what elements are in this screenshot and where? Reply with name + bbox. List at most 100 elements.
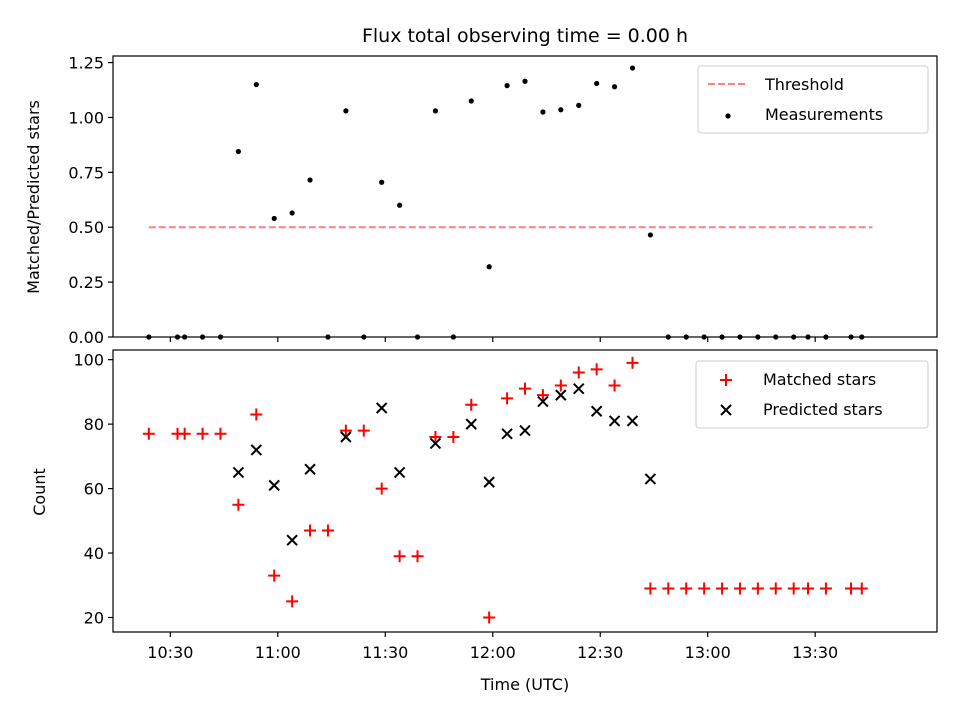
- top-legend-box: [697, 65, 929, 134]
- predicted-stars-point: [286, 534, 298, 546]
- matched-stars-point: [733, 582, 746, 595]
- predicted-stars-point: [465, 418, 477, 430]
- bottom-x-tick-label: 12:30: [577, 643, 623, 662]
- measurements-point: [235, 148, 241, 155]
- bottom-y-tick-label: 40: [84, 544, 104, 563]
- bottom-legend-box: [695, 360, 929, 429]
- matched-stars-point: [304, 524, 317, 537]
- bottom-x-tick-label: 11:30: [362, 643, 408, 662]
- matched-stars-point: [751, 582, 764, 595]
- bottom-x-tick-label: 13:00: [685, 643, 731, 662]
- measurements-point: [432, 108, 439, 114]
- bottom-x-tick-label: 10:30: [147, 643, 193, 662]
- legend-label-measurements: Measurements: [765, 105, 883, 124]
- measurements-point: [307, 177, 313, 183]
- legend-matched-swatch: [720, 374, 732, 386]
- top-panel: 0.00 0.25 0.50 0.75 1.00 1.25 Matched/Predict…: [24, 54, 938, 347]
- top-y-tick-label: 1.25: [68, 54, 104, 73]
- matched-stars-point: [662, 582, 675, 595]
- bottom-y-tick-label: 20: [84, 608, 104, 627]
- matched-stars-point: [572, 366, 585, 379]
- legend-label-threshold: Threshold: [764, 75, 844, 94]
- bottom-panel-axes: 20 40 60 80 100 10:30 11:00 11:30 12:00 12:30 13:0…: [73, 351, 838, 662]
- bottom-y-axis-label: Count: [30, 468, 49, 516]
- measurements-point: [576, 102, 582, 108]
- matched-stars-point: [519, 382, 531, 395]
- predicted-stars-point: [340, 431, 352, 443]
- predicted-stars-point: [608, 415, 621, 427]
- x-axis-label: Time (UTC): [480, 675, 569, 694]
- bottom-x-tick-label: 13:30: [792, 643, 838, 662]
- top-y-tick-label: 0.50: [68, 218, 104, 237]
- bottom-x-tick-label: 12:00: [470, 643, 516, 662]
- matched-stars-point: [644, 582, 657, 595]
- measurements-point: [594, 80, 600, 87]
- legend-predicted-swatch: [720, 404, 732, 416]
- matched-stars-point: [393, 550, 406, 563]
- matched-stars-point: [590, 363, 603, 376]
- matched-stars-point: [855, 582, 868, 595]
- top-panel-marks: [146, 65, 873, 340]
- top-panel-axes: 0.00 0.25 0.50 0.75 1.00 1.25: [68, 54, 816, 347]
- bottom-y-tick-label: 100: [73, 351, 104, 370]
- measurements-point: [504, 83, 510, 89]
- matched-stars-point: [250, 408, 263, 421]
- measurements-point: [271, 215, 277, 222]
- top-y-axis-label: Matched/Predicted stars: [24, 100, 43, 294]
- predicted-stars-point: [626, 415, 639, 427]
- measurements-point: [486, 264, 492, 270]
- matched-stars-point: [465, 398, 478, 411]
- measurements-point: [647, 232, 653, 238]
- matched-stars-point: [142, 427, 155, 440]
- predicted-stars-point: [375, 402, 388, 414]
- bottom-panel-frame: [112, 349, 938, 633]
- bottom-x-tick-label: 11:00: [255, 643, 301, 662]
- matched-stars-point: [483, 611, 496, 624]
- predicted-stars-point: [232, 466, 245, 479]
- predicted-stars-point: [429, 437, 442, 450]
- matched-stars-point: [819, 582, 832, 595]
- matched-stars-point: [501, 392, 514, 405]
- predicted-stars-point: [268, 479, 280, 492]
- matched-stars-point: [802, 582, 815, 595]
- matched-stars-point: [554, 379, 567, 392]
- matched-stars-point: [769, 582, 782, 595]
- bottom-panel-marks: [142, 356, 868, 624]
- bottom-y-tick-label: 80: [84, 415, 104, 434]
- matched-stars-point: [716, 582, 729, 595]
- matched-stars-point: [232, 498, 245, 511]
- matched-stars-point: [608, 379, 621, 392]
- measurements-point: [611, 84, 618, 90]
- top-panel-frame: [112, 55, 938, 338]
- measurements-point: [289, 210, 295, 216]
- top-y-tick-label: 1.00: [68, 108, 104, 127]
- measurements-point: [379, 179, 385, 185]
- top-legend: Threshold Measurements: [697, 65, 929, 134]
- predicted-stars-point: [590, 405, 603, 417]
- matched-stars-point: [429, 431, 442, 444]
- matched-stars-point: [196, 427, 209, 440]
- predicted-stars-point: [573, 382, 585, 395]
- predicted-stars-point: [250, 444, 263, 456]
- matched-stars-point: [536, 389, 549, 402]
- matched-stars-point: [375, 482, 388, 495]
- matched-stars-point: [787, 582, 800, 595]
- matched-stars-point: [214, 427, 227, 440]
- predicted-stars-point: [304, 463, 316, 475]
- measurements-point: [540, 109, 546, 115]
- bottom-y-tick-label: 60: [84, 480, 104, 499]
- legend-measurements-swatch: [725, 113, 731, 119]
- measurements-point: [468, 98, 474, 104]
- bottom-panel: 20 40 60 80 100 10:30 11:00 11:30 12:00 12:30 13:0…: [30, 349, 938, 694]
- measurements-point: [253, 81, 259, 88]
- predicted-stars-point: [644, 473, 657, 485]
- predicted-stars-point: [501, 428, 513, 440]
- measurements-point: [343, 108, 349, 114]
- measurements-point: [629, 65, 636, 71]
- predicted-stars-point: [483, 476, 495, 488]
- top-y-tick-label: 0.25: [68, 273, 104, 292]
- top-y-tick-label: 0.00: [68, 328, 104, 347]
- matched-stars-point: [698, 582, 711, 595]
- matched-stars-point: [626, 356, 639, 369]
- matched-stars-point: [268, 569, 281, 582]
